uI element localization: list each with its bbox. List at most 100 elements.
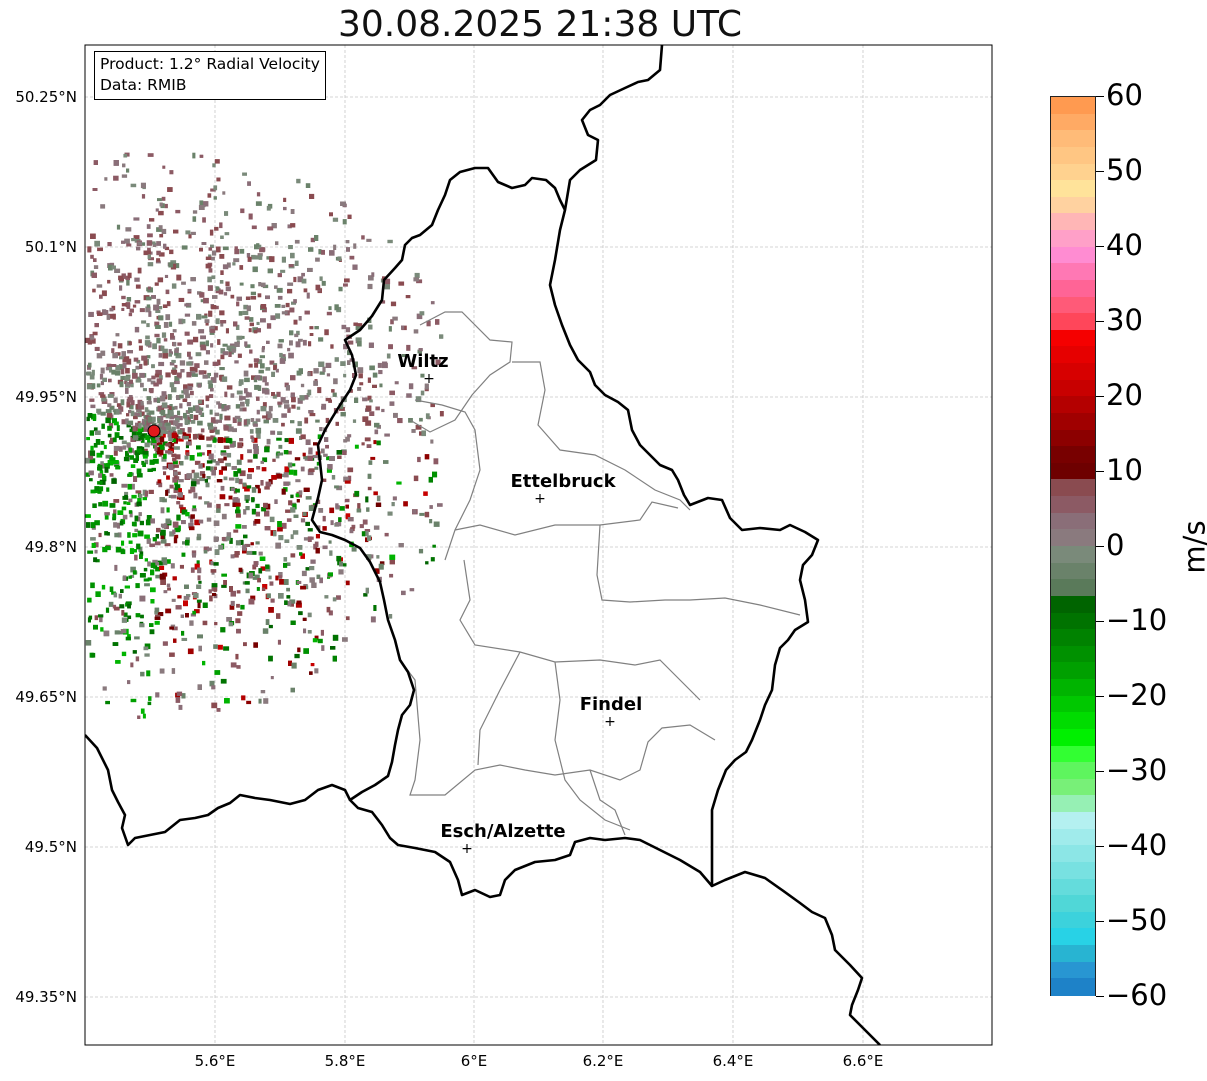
velocity-pixel: [117, 343, 123, 349]
velocity-pixel: [171, 283, 177, 289]
velocity-pixel: [287, 288, 293, 294]
velocity-pixel: [339, 407, 345, 411]
velocity-pixel: [281, 488, 286, 495]
velocity-pixel: [111, 591, 116, 595]
velocity-pixel: [345, 327, 351, 333]
velocity-pixel: [182, 432, 187, 436]
velocity-pixel: [116, 425, 120, 431]
velocity-pixel: [330, 520, 334, 526]
velocity-pixel: [420, 373, 425, 378]
colorbar-segment: [1051, 512, 1095, 530]
velocity-pixel: [419, 512, 425, 516]
velocity-pixel: [362, 519, 368, 525]
velocity-pixel: [349, 528, 354, 534]
velocity-pixel: [266, 438, 271, 445]
velocity-pixel: [304, 417, 309, 424]
lon-label: 6°E: [461, 1052, 488, 1070]
velocity-pixel: [439, 411, 444, 417]
velocity-pixel: [194, 363, 200, 368]
velocity-pixel: [259, 556, 266, 561]
colorbar-segment: [1051, 163, 1095, 181]
velocity-pixel: [87, 340, 92, 345]
velocity-pixel: [367, 535, 372, 541]
velocity-pixel: [196, 560, 200, 566]
velocity-pixel: [367, 486, 372, 491]
velocity-pixel: [261, 282, 266, 288]
velocity-pixel: [242, 544, 247, 551]
velocity-pixel: [212, 437, 217, 443]
velocity-pixel: [315, 257, 320, 262]
velocity-pixel: [236, 296, 242, 301]
velocity-pixel: [184, 584, 189, 589]
velocity-pixel: [296, 580, 302, 584]
velocity-pixel: [329, 250, 335, 256]
velocity-pixel: [354, 444, 359, 449]
velocity-pixel: [308, 505, 314, 511]
velocity-pixel: [207, 450, 212, 456]
velocity-pixel: [174, 454, 181, 460]
velocity-pixel: [121, 307, 125, 311]
velocity-pixel: [177, 595, 182, 599]
velocity-pixel: [140, 242, 146, 246]
velocity-pixel: [195, 405, 200, 410]
velocity-pixel: [263, 502, 268, 508]
velocity-pixel: [215, 318, 220, 325]
velocity-pixel: [321, 645, 325, 651]
velocity-pixel: [248, 328, 252, 333]
colorbar-segment: [1051, 828, 1095, 846]
velocity-pixel: [213, 644, 218, 649]
velocity-pixel: [305, 439, 311, 445]
velocity-pixel: [143, 578, 150, 582]
velocity-pixel: [120, 629, 127, 634]
velocity-pixel: [164, 543, 171, 547]
velocity-pixel: [210, 188, 216, 192]
velocity-pixel: [100, 461, 104, 465]
velocity-pixel: [192, 610, 196, 615]
velocity-pixel: [281, 413, 287, 418]
velocity-pixel: [234, 551, 240, 556]
velocity-pixel: [347, 517, 354, 522]
velocity-pixel: [291, 404, 296, 409]
velocity-pixel: [159, 375, 163, 380]
velocity-pixel: [281, 422, 285, 427]
velocity-pixel: [296, 406, 301, 410]
velocity-pixel: [146, 409, 150, 413]
velocity-pixel: [135, 656, 140, 662]
velocity-pixel: [187, 427, 192, 433]
velocity-pixel: [426, 320, 431, 327]
velocity-pixel: [293, 469, 298, 476]
velocity-pixel: [98, 502, 103, 507]
velocity-pixel: [202, 374, 208, 379]
velocity-pixel: [193, 492, 198, 499]
velocity-pixel: [362, 397, 368, 402]
velocity-pixel: [146, 296, 152, 301]
velocity-pixel: [124, 491, 129, 496]
velocity-pixel: [102, 546, 108, 553]
velocity-pixel: [158, 252, 165, 257]
colorbar-segment: [1051, 895, 1095, 913]
velocity-pixel: [324, 595, 329, 599]
velocity-pixel: [206, 436, 212, 441]
velocity-pixel: [85, 640, 92, 646]
velocity-pixel: [174, 348, 179, 353]
velocity-pixel: [108, 601, 114, 607]
colorbar-segment: [1051, 346, 1095, 364]
velocity-pixel: [210, 561, 214, 566]
velocity-pixel: [128, 575, 132, 579]
velocity-pixel: [250, 296, 257, 300]
velocity-pixel: [193, 414, 199, 421]
velocity-pixel: [280, 397, 286, 403]
velocity-pixel: [345, 436, 350, 442]
velocity-pixel: [262, 415, 268, 419]
velocity-pixel: [354, 397, 359, 403]
velocity-pixel: [235, 498, 240, 504]
velocity-pixel: [295, 341, 301, 348]
velocity-pixel: [149, 623, 154, 627]
velocity-pixel: [174, 484, 181, 491]
velocity-pixel: [332, 655, 337, 662]
velocity-pixel: [189, 455, 195, 461]
velocity-pixel: [432, 544, 436, 548]
velocity-pixel: [106, 363, 112, 370]
velocity-pixel: [181, 693, 186, 699]
velocity-pixel: [114, 268, 121, 273]
